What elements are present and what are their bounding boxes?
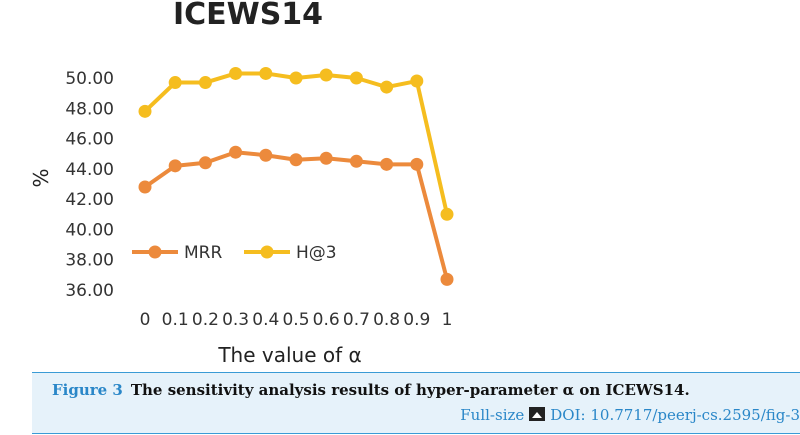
caption-line: Figure 3 The sensitivity analysis results… — [52, 381, 690, 399]
data-point — [319, 151, 333, 165]
data-point — [289, 71, 303, 85]
y-tick-label: 42.00 — [65, 190, 114, 210]
figure-caption: Figure 3 The sensitivity analysis results… — [32, 372, 800, 434]
line-chart: ICEWS14 36.00 38.00 40.00 42.00 44.00 46.00 48… — [29, 0, 454, 367]
doi-link[interactable]: DOI: 10.7717/peerj-cs.2595/fig-3 — [550, 406, 800, 424]
x-tick-label: 1 — [442, 310, 453, 330]
x-tick-label: 0.8 — [373, 310, 400, 330]
full-size-link[interactable]: Full-size — [460, 406, 525, 424]
x-tick-label: 0.9 — [403, 310, 430, 330]
data-point — [259, 66, 273, 80]
caption-text: The sensitivity analysis results of hype… — [130, 381, 690, 399]
legend-label: MRR — [184, 243, 222, 263]
series-line-h3 — [143, 71, 449, 217]
data-point — [198, 156, 212, 170]
data-point — [349, 154, 363, 168]
x-tick-label: 0.2 — [192, 310, 219, 330]
y-tick-label: 40.00 — [65, 220, 114, 240]
x-tick-label: 0.6 — [313, 310, 340, 330]
data-point — [319, 68, 333, 82]
data-point — [259, 148, 273, 162]
data-point — [380, 157, 394, 171]
data-point — [229, 66, 243, 80]
y-tick-label: 50.00 — [65, 69, 114, 89]
caption-links: Full-size DOI: 10.7717/peerj-cs.2595/fig-… — [460, 406, 800, 424]
y-tick-label: 44.00 — [65, 160, 114, 180]
x-tick-label: 0 — [140, 310, 151, 330]
data-point — [440, 207, 454, 221]
figure-label: Figure 3 — [52, 381, 123, 399]
x-tick-label: 0.1 — [162, 310, 189, 330]
x-axis-label: The value of α — [217, 343, 361, 367]
data-point — [138, 104, 152, 118]
data-point — [198, 76, 212, 90]
y-tick-label: 48.00 — [65, 99, 114, 119]
data-point — [229, 145, 243, 159]
y-tick-label: 38.00 — [65, 251, 114, 271]
legend-marker — [260, 245, 274, 259]
data-point — [349, 71, 363, 85]
image-icon[interactable] — [529, 407, 546, 421]
data-point — [289, 153, 303, 167]
data-point — [168, 159, 182, 173]
x-tick-label: 0.7 — [343, 310, 370, 330]
data-point — [380, 80, 394, 94]
legend-label: H@3 — [296, 243, 337, 263]
y-tick-label: 36.00 — [65, 281, 114, 301]
y-axis-label: % — [29, 168, 53, 187]
legend-marker — [148, 245, 162, 259]
data-point — [440, 272, 454, 286]
data-point — [410, 157, 424, 171]
x-tick-label: 0.3 — [222, 310, 249, 330]
x-tick-label: 0.4 — [252, 310, 279, 330]
data-point — [168, 76, 182, 90]
y-tick-label: 46.00 — [65, 130, 114, 150]
data-point — [410, 74, 424, 88]
x-tick-label: 0.5 — [282, 310, 309, 330]
data-point — [138, 180, 152, 194]
chart-title: ICEWS14 — [173, 0, 323, 32]
